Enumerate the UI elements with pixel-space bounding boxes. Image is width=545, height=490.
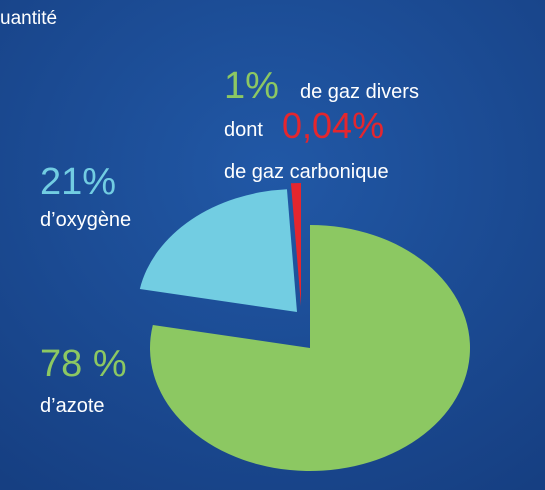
- value-label: 78 %: [40, 343, 127, 385]
- annotation: dont: [224, 119, 263, 141]
- subtitle: uantité: [0, 8, 57, 29]
- value-label: 1%: [224, 65, 279, 107]
- category-label: d’oxygène: [40, 209, 131, 231]
- annotation: de gaz carbonique: [224, 161, 389, 183]
- pie-slice: [139, 189, 297, 312]
- pie-slice: [290, 183, 301, 306]
- category-label: de gaz divers: [300, 81, 419, 103]
- pie-slice: [150, 225, 471, 472]
- category-label: d’azote: [40, 395, 105, 417]
- annotation: 0,04%: [282, 105, 384, 146]
- value-label: 21%: [40, 161, 116, 203]
